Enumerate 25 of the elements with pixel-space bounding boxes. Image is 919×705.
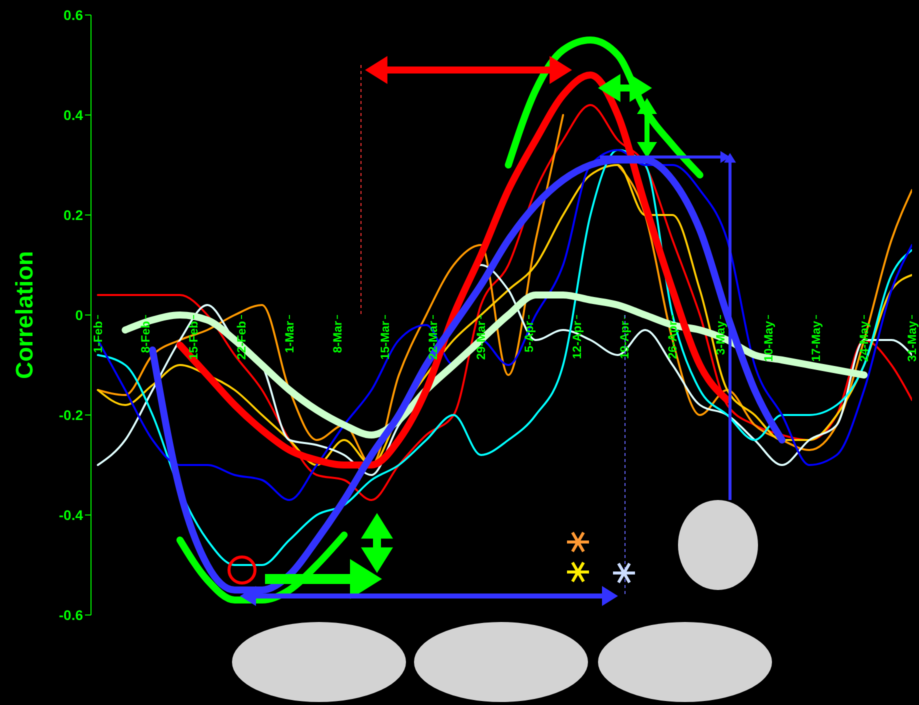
x-tick-label: 8-Feb: [138, 321, 153, 354]
y-tick-label: 0.2: [64, 206, 84, 223]
x-tick-label: 26-Apr: [666, 320, 680, 360]
x-tick-label: 15-Mar: [378, 320, 392, 360]
x-tick-label: 15-Feb: [186, 321, 201, 360]
y-tick-label: 0.4: [64, 106, 84, 123]
x-tick-label: 12-Apr: [570, 320, 584, 360]
x-tick-label: 24-May: [857, 320, 872, 362]
x-tick-label: 5-Apr: [522, 320, 536, 352]
y-axis-title: Correlation: [12, 250, 39, 380]
x-tick-label: 10-May: [761, 320, 776, 362]
x-tick-label: 29-Mar: [474, 320, 488, 360]
x-tick-label: 22-Mar: [426, 320, 440, 360]
y-tick-label: 0: [75, 306, 84, 323]
y-tick-label: -0.2: [58, 406, 84, 423]
x-tick-label: 22-Feb: [234, 321, 249, 360]
y-tick-label: -0.6: [58, 606, 84, 623]
x-tick-label: 8-Mar: [330, 320, 344, 354]
x-tick-label: 31-May: [905, 320, 919, 362]
y-tick-label: -0.4: [58, 506, 84, 523]
y-tick-label: 0.6: [64, 6, 84, 23]
x-tick-label: 1-Mar: [282, 320, 296, 354]
x-tick-label: 3-May: [713, 320, 728, 356]
x-tick-label: 17-May: [809, 320, 824, 362]
x-tick-label: 1-Feb: [90, 321, 105, 354]
